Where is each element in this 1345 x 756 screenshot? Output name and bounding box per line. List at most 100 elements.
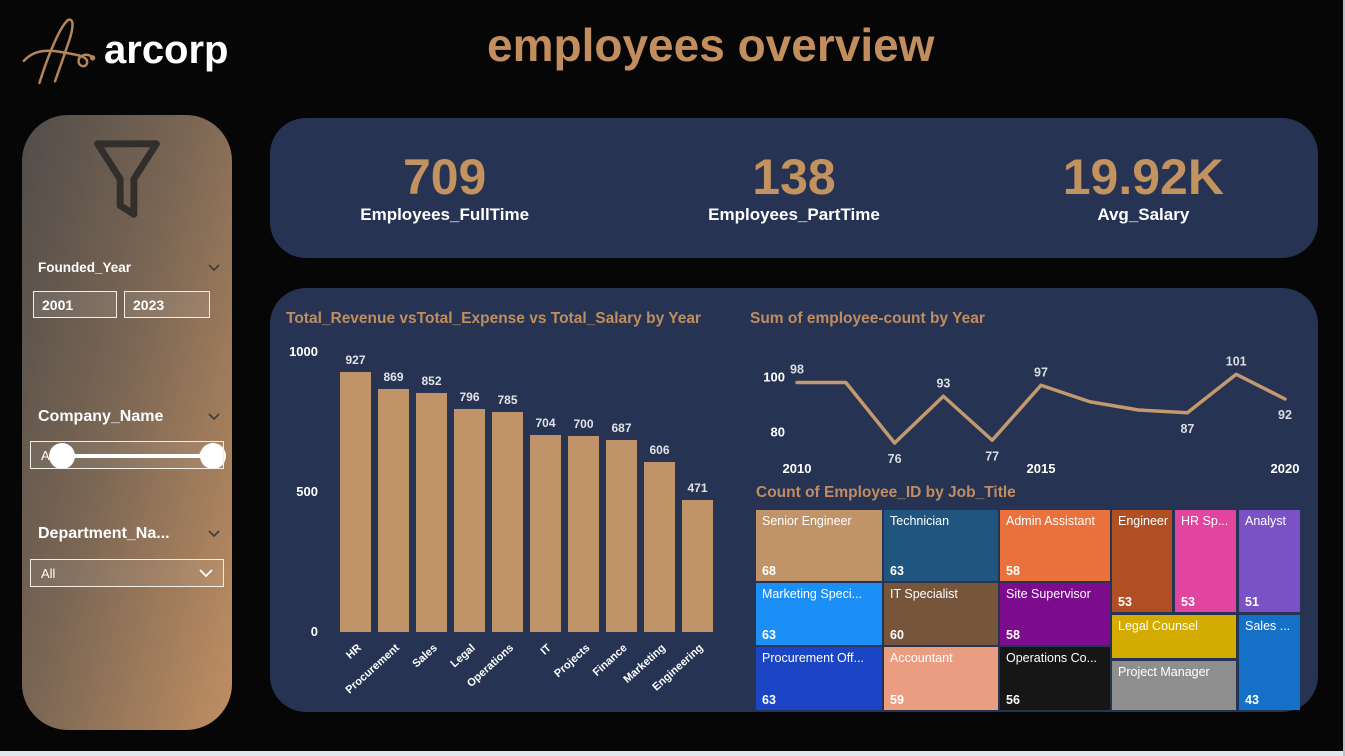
company-slicer-header: Company_Name (38, 408, 220, 426)
bar-rect[interactable] (606, 440, 637, 632)
kpi-card-row: 709 Employees_FullTime 138 Employees_Par… (270, 118, 1318, 258)
bar-marketing[interactable]: 606 (644, 352, 675, 632)
treemap-tile[interactable]: Analyst 51 (1239, 510, 1300, 612)
bar-projects[interactable]: 700 (568, 352, 599, 632)
department-slicer-header: Department_Na... (38, 525, 220, 543)
treemap-tile-value: 53 (1118, 595, 1132, 609)
treemap-tile-value: 63 (890, 564, 904, 578)
bar-data-label: 869 (383, 370, 404, 384)
treemap-tile[interactable]: Engineer 53 (1112, 510, 1172, 612)
filter-funnel-icon (94, 140, 160, 218)
treemap-tile[interactable]: Admin Assistant 58 (1000, 510, 1110, 581)
window-bottom-border (0, 751, 1345, 756)
year-slider-handle-min[interactable] (49, 443, 75, 469)
treemap-tile[interactable]: HR Sp... 53 (1175, 510, 1236, 612)
bar-sales[interactable]: 852 (416, 352, 447, 632)
bar-rect[interactable] (378, 389, 409, 632)
treemap-tile-value: 51 (1245, 595, 1259, 609)
treemap-tile-value: 63 (762, 628, 776, 642)
kpi-fulltime-label: Employees_FullTime (360, 204, 530, 224)
treemap-tile-label: Site Supervisor (1006, 587, 1091, 601)
bar-it[interactable]: 704 (530, 352, 561, 632)
line-data-label: 92 (1278, 408, 1292, 422)
founded-year-slicer-header: Founded_Year (38, 260, 220, 275)
treemap-tile-value: 58 (1006, 564, 1020, 578)
arcorp-monogram-icon (22, 18, 96, 85)
year-min-input[interactable] (33, 291, 117, 318)
treemap-tile-value: 60 (890, 628, 904, 642)
window-right-border (1343, 0, 1345, 756)
company-dropdown[interactable]: All (30, 441, 224, 469)
kpi-parttime-label: Employees_PartTime (708, 204, 880, 224)
kpi-parttime: 138 Employees_PartTime (619, 118, 968, 258)
department-name-label: Department_Na... (38, 525, 170, 542)
kpi-avg-salary-label: Avg_Salary (1097, 204, 1190, 224)
bar-ytick-1000: 1000 (289, 344, 318, 359)
treemap-tile-label: Technician (890, 514, 950, 528)
year-slider-track[interactable] (62, 454, 213, 458)
treemap-tile[interactable]: Senior Engineer 68 (756, 510, 882, 581)
treemap-tile-label: Sales ... (1245, 619, 1291, 633)
bar-rect[interactable] (492, 412, 523, 632)
bar-rect[interactable] (682, 500, 713, 632)
line-data-label: 97 (1034, 365, 1048, 379)
line-data-label: 87 (1180, 422, 1194, 436)
treemap-tile[interactable]: Sales ... 43 (1239, 615, 1300, 710)
bar-procurement[interactable]: 869 (378, 352, 409, 632)
kpi-parttime-value: 138 (752, 148, 836, 205)
department-dropdown[interactable]: All (30, 559, 224, 587)
treemap-tile[interactable]: Marketing Speci... 63 (756, 583, 882, 645)
treemap-tile[interactable]: Legal Counsel (1112, 615, 1236, 658)
chevron-down-icon[interactable] (208, 263, 220, 272)
brand-name: arcorp (104, 27, 229, 72)
treemap-tile-label: IT Specialist (890, 587, 958, 601)
bar-ytick-0: 0 (310, 624, 318, 639)
treemap-tile-label: Operations Co... (1006, 651, 1098, 665)
bar-engineering[interactable]: 471 (682, 352, 713, 632)
treemap-tile-label: Marketing Speci... (762, 587, 863, 601)
treemap-tile-value: 43 (1245, 693, 1259, 707)
bar-operations[interactable]: 785 (492, 352, 523, 632)
charts-panel: Total_Revenue vsTotal_Expense vs Total_S… (270, 288, 1318, 712)
bar-rect[interactable] (340, 372, 371, 632)
bar-data-label: 796 (459, 390, 480, 404)
bar-rect[interactable] (416, 393, 447, 632)
bar-chart-plot: 927 869 852 796 785 704 700 687 606 471 (340, 352, 720, 632)
year-max-input[interactable] (124, 291, 210, 318)
line-data-label: 77 (985, 449, 999, 463)
bar-category-label: HR (344, 642, 365, 662)
treemap-tile[interactable]: IT Specialist 60 (884, 583, 998, 645)
employee-count-line[interactable] (795, 372, 1287, 445)
line-chart-svg[interactable]: 100 80 98 76 93 77 97 87 101 92 2010 2015 2020 (750, 330, 1310, 480)
treemap-tile-label: Analyst (1245, 514, 1286, 528)
line-data-label: 98 (790, 363, 804, 377)
bar-rect[interactable] (454, 409, 485, 632)
treemap-tile-value: 59 (890, 693, 904, 707)
treemap-tile[interactable]: Technician 63 (884, 510, 998, 581)
treemap-tile-value: 56 (1006, 693, 1020, 707)
chevron-down-icon[interactable] (208, 530, 220, 538)
treemap-tile[interactable]: Operations Co... 56 (1000, 647, 1110, 710)
company-dropdown-value: All (41, 447, 56, 463)
treemap-tile[interactable]: Accountant 59 (884, 647, 998, 710)
line-xtick: 2020 (1271, 461, 1300, 476)
treemap-tile[interactable]: Project Manager (1112, 661, 1236, 710)
line-ytick: 80 (771, 425, 785, 440)
arcorp-logo: arcorp (16, 6, 229, 94)
bar-finance[interactable]: 687 (606, 352, 637, 632)
bar-data-label: 700 (573, 417, 594, 431)
bar-rect[interactable] (568, 436, 599, 632)
bar-rect[interactable] (644, 462, 675, 632)
treemap-tile-label: Accountant (890, 651, 953, 665)
line-xtick: 2015 (1027, 461, 1056, 476)
bar-category-label: Projects (551, 642, 593, 680)
treemap-tile[interactable]: Site Supervisor 58 (1000, 583, 1110, 645)
chevron-down-icon[interactable] (208, 413, 220, 421)
bar-rect[interactable] (530, 435, 561, 632)
bar-hr[interactable]: 927 (340, 352, 371, 632)
treemap-tile[interactable]: Procurement Off... 63 (756, 647, 882, 710)
bar-ytick-500: 500 (296, 484, 318, 499)
bar-data-label: 687 (611, 421, 632, 435)
bar-legal[interactable]: 796 (454, 352, 485, 632)
